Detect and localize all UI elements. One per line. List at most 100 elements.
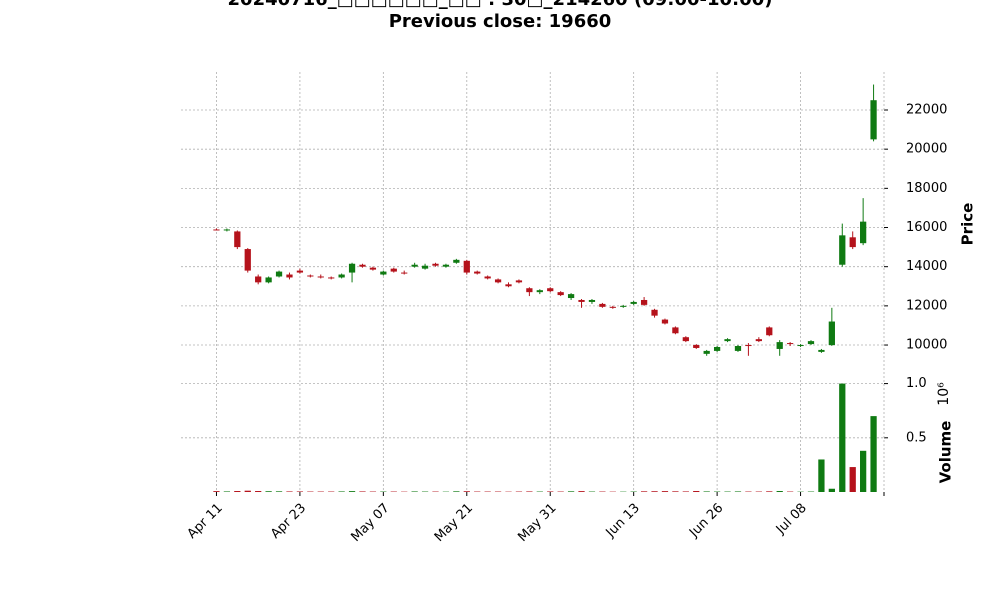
volume-bar [245,491,251,492]
candle-body [797,345,803,346]
candle-body [693,345,699,348]
candle-body [683,337,689,341]
volume-bar [338,491,344,492]
candle-body [724,339,730,341]
x-tick-label: Apr 11 [185,501,226,542]
volume-bar [870,416,876,492]
candle-body [516,280,522,282]
y-axis-label: Price [959,203,977,246]
candle-body [610,307,616,308]
x-tick-label: Jun 26 [686,501,726,541]
candle-body [745,345,751,346]
candle-body [370,268,376,270]
volume-bar [735,491,741,492]
candle-body [537,290,543,292]
volume-offset-label: 10⁶ [936,382,952,406]
volume-bar [265,491,271,492]
candle-body [787,343,793,344]
volume-bar [693,491,699,492]
x-tick-label: Jul 08 [773,501,810,538]
candle-body [380,272,386,275]
volume-bar [850,467,856,492]
volume-axis-label: Volume [937,421,955,484]
candle-body [286,275,292,278]
candle-body [349,264,355,273]
volume-bar [860,451,866,492]
x-tick-label: May 07 [348,501,392,545]
candle-body [297,271,303,273]
volume-bar [359,491,365,492]
candle-body [850,237,856,247]
candle-body [412,265,418,267]
candle-body [453,260,459,263]
volume-bar [766,491,772,492]
y-tick-label: 12000 [906,298,947,313]
volume-bar [818,459,824,492]
candle-body [641,300,647,305]
x-tick-label: May 31 [515,501,559,545]
candle-body [860,222,866,244]
volume-bar [453,491,459,492]
candle-body [276,272,282,277]
candle-body [526,288,532,292]
volume-bar [568,491,574,492]
candle-body [589,300,595,302]
volume-bar [839,384,845,492]
volume-bar [286,491,292,492]
candle-body [662,320,668,324]
x-tick-label: May 21 [432,501,476,545]
volume-tick-label: 1.0 [906,376,927,391]
x-tick-label: Apr 23 [268,501,309,542]
candle-body [474,272,480,274]
candle-body [391,269,397,272]
candle-body [307,276,313,277]
volume-bar [651,491,657,492]
candle-body [839,235,845,264]
candle-body [558,292,564,295]
y-tick-label: 10000 [906,338,947,353]
candle-body [422,266,428,269]
volume-bar [777,491,783,492]
candle-body [568,294,574,298]
volume-bar [526,491,532,492]
candle-body [224,229,230,230]
volume-bar [213,491,219,492]
candle-body [829,322,835,346]
candle-body [620,306,626,307]
candle-body [651,310,657,316]
volume-bar [349,491,355,492]
volume-bar [641,491,647,492]
volume-bar [276,491,282,492]
y-tick-label: 16000 [906,220,947,235]
candle-body [255,276,261,282]
candle-body [485,276,491,278]
volume-bar [672,491,678,492]
candle-body [599,304,605,307]
candle-body [495,279,501,282]
volume-bar [683,491,689,492]
candle-body [704,351,710,354]
volume-bar [578,491,584,492]
candle-body [213,229,219,230]
candle-body [756,339,762,341]
candle-body [818,350,824,352]
candle-body [766,327,772,335]
candle-body [547,288,553,291]
volume-bar [297,491,303,492]
candle-body [672,327,678,333]
y-tick-label: 20000 [906,142,947,157]
y-tick-label: 18000 [906,181,947,196]
volume-bar [547,491,553,492]
volume-tick-label: 0.5 [906,430,927,445]
candle-body [631,302,637,304]
candle-body [401,273,407,274]
candle-body [328,277,334,278]
candle-body [338,275,344,278]
volume-bar [224,491,230,492]
volume-bar [829,489,835,492]
x-tick-label: Jun 13 [603,501,643,541]
chart-subtitle: Previous close: 19660 [389,11,612,32]
candle-body [245,249,251,271]
volume-bar [704,491,710,492]
